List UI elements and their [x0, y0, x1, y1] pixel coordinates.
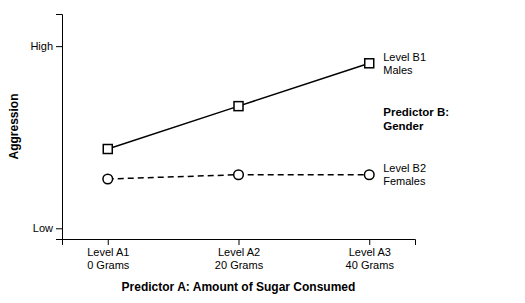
- series-point: [103, 145, 112, 154]
- x-tick: Level A220 Grams: [215, 239, 264, 271]
- series-line: [108, 63, 369, 149]
- text-line: 0 Grams: [87, 259, 130, 271]
- text-line: Level B1: [383, 51, 426, 63]
- y-tick-label: High: [30, 40, 53, 52]
- y-tick-mark: [56, 46, 62, 47]
- text-line: 40 Grams: [346, 259, 395, 271]
- y-tick-label: Low: [33, 222, 53, 234]
- plot-area: Level A10 Grams Level A220 Grams Level A34…: [7, 15, 449, 295]
- text-line: Level A1: [87, 246, 129, 258]
- text-line: Males: [383, 64, 413, 76]
- series-label: Level B1Males: [383, 51, 426, 76]
- marks: [103, 59, 374, 184]
- y-axis-title: Aggression: [7, 93, 21, 159]
- series-point: [364, 170, 374, 180]
- text-line: Level A3: [349, 246, 391, 258]
- y-axis-line: [56, 15, 63, 240]
- x-tick: Level A340 Grams: [346, 239, 395, 271]
- annotation: Predictor B: Gender: [383, 106, 449, 132]
- chart: Level A10 Grams Level A220 Grams Level A34…: [0, 0, 525, 303]
- x-tick-mark: [239, 239, 240, 245]
- text-line: 20 Grams: [215, 259, 264, 271]
- y-axis: Low High: [30, 15, 62, 240]
- x-tick-label: Level A10 Grams: [87, 246, 130, 271]
- series-point: [234, 170, 244, 180]
- x-axis-line: [63, 240, 416, 246]
- text-line: Level A2: [218, 246, 260, 258]
- x-tick: Level A10 Grams: [87, 239, 130, 271]
- x-axis-title: Predictor A: Amount of Sugar Consumed: [122, 280, 356, 294]
- series-point: [103, 174, 113, 184]
- x-tick-mark: [369, 239, 370, 245]
- text-line: Females: [383, 175, 426, 187]
- series-point: [365, 59, 374, 68]
- x-tick-label: Level A340 Grams: [346, 246, 395, 271]
- x-tick-mark: [108, 239, 109, 245]
- y-tick: Low: [33, 222, 62, 234]
- text-line: Gender: [383, 120, 424, 132]
- x-axis: Level A10 Grams Level A220 Grams Level A34…: [63, 239, 416, 271]
- y-tick-mark: [56, 228, 62, 229]
- series-label: Level B2Females: [383, 162, 426, 187]
- series-point: [234, 102, 243, 111]
- y-tick: High: [30, 40, 62, 52]
- text-line: Predictor B:: [383, 106, 449, 118]
- text-line: Level B2: [383, 162, 426, 174]
- x-tick-label: Level A220 Grams: [215, 246, 264, 271]
